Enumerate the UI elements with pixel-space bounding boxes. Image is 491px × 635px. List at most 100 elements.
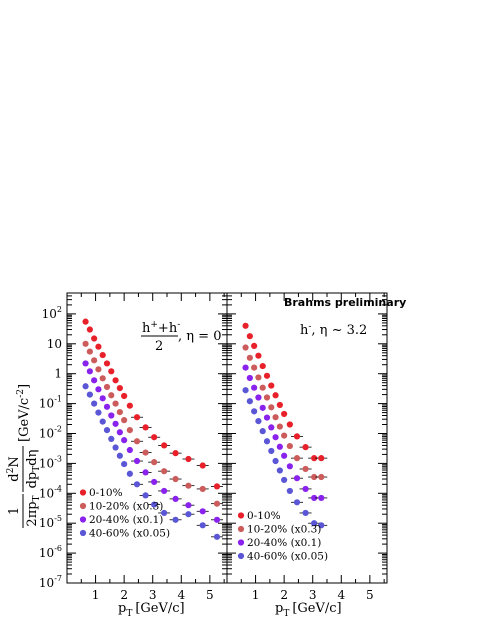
data-point: [268, 424, 275, 431]
data-point: [255, 394, 262, 401]
data-point: [263, 414, 271, 421]
data-point: [242, 364, 249, 371]
data-point: [199, 485, 206, 493]
data-point: [255, 417, 262, 425]
x-tick-label: 4: [177, 588, 185, 602]
legend-marker: [79, 489, 87, 496]
right-legend: 0-10% 10-20% (x0.3)20-40% (x0.1) 40-60% (x…: [237, 510, 328, 563]
data-point: [86, 391, 93, 398]
data-point: [213, 516, 221, 523]
left-x-axis-label: pT [GeV/c]: [118, 601, 185, 619]
y-tick-label: 1: [54, 367, 62, 381]
legend-marker: [237, 525, 245, 533]
legend-marker: [79, 516, 87, 523]
legend-label: 0-10%: [247, 510, 281, 522]
data-point: [246, 354, 253, 361]
data-point: [213, 533, 221, 540]
y-label-units: [GeV/c-2]: [16, 384, 32, 442]
data-point: [255, 374, 262, 381]
data-point: [286, 421, 293, 428]
y-tick-label: 10: [47, 337, 62, 351]
data-point: [91, 357, 98, 364]
data-point: [272, 392, 279, 399]
left-panel-annotation: h++h- 2 , η = 0: [141, 320, 221, 354]
data-point: [276, 423, 283, 430]
data-point: [263, 438, 271, 445]
data-point: [108, 435, 115, 442]
data-point: [281, 476, 288, 484]
data-point: [268, 382, 275, 389]
legend-marker: [237, 552, 245, 560]
data-point: [108, 392, 115, 399]
data-point: [103, 426, 111, 434]
data-point: [172, 475, 179, 483]
data-point: [161, 468, 168, 475]
data-point: [293, 475, 301, 482]
data-point: [133, 414, 141, 421]
left-annotation-denominator: 2: [155, 339, 163, 354]
data-point: [133, 481, 141, 488]
x-tick-label: 4: [337, 588, 345, 602]
data-point: [116, 452, 123, 459]
data-point: [263, 394, 271, 401]
data-point: [213, 483, 221, 490]
data-point: [108, 368, 115, 375]
data-point: [112, 444, 119, 451]
data-point: [318, 455, 325, 462]
data-point: [172, 516, 179, 523]
y-tick-label: 10-3: [39, 454, 62, 470]
legend-label: 0-10%: [89, 487, 123, 499]
data-point: [242, 322, 249, 329]
data-point: [116, 384, 123, 392]
data-point: [112, 400, 119, 407]
data-point: [142, 424, 149, 431]
data-point: [199, 522, 206, 529]
data-point: [112, 377, 119, 384]
data-point: [126, 446, 133, 454]
data-point: [91, 335, 98, 342]
x-tick-label: 2: [280, 588, 288, 602]
data-point: [82, 340, 89, 347]
data-point: [246, 333, 253, 340]
y-tick-label: 10-2: [39, 424, 62, 440]
legend-marker: [237, 512, 245, 519]
data-point: [251, 408, 258, 415]
left-annotation-numerator: h++h-: [142, 320, 180, 336]
data-point: [272, 434, 279, 441]
left-annotation-tail: , η = 0: [178, 329, 221, 344]
right-axes: 1 2 3 4 5: [227, 292, 387, 602]
data-point: [246, 374, 253, 382]
left-axes: 1 2 3 4 5 10-7 10-6 10-5 10-4 10-3 10-2 10-1 1 10 102: [39, 292, 227, 602]
data-point: [103, 403, 111, 410]
data-point: [133, 457, 141, 465]
data-point: [251, 342, 258, 350]
data-point: [172, 450, 179, 457]
data-point: [281, 432, 288, 439]
data-point: [281, 410, 288, 418]
data-point: [268, 447, 275, 455]
data-point: [95, 409, 102, 416]
data-point: [311, 494, 318, 502]
data-point: [82, 318, 89, 325]
data-point: [86, 368, 93, 375]
right-x-axis-label: pT [GeV/c]: [275, 601, 342, 619]
data-point: [281, 452, 288, 459]
legend-label: 10-20% (x0.3): [247, 524, 321, 536]
data-point: [311, 520, 318, 527]
data-point: [86, 326, 93, 333]
data-point: [126, 402, 133, 409]
data-point: [126, 426, 133, 434]
data-point: [293, 499, 301, 506]
data-point: [213, 500, 221, 507]
data-point: [185, 455, 192, 463]
x-tick-label: 3: [309, 588, 317, 602]
data-point: [318, 522, 325, 529]
left-data-marks: [82, 318, 223, 540]
data-point: [251, 384, 258, 391]
data-point: [185, 502, 192, 509]
data-point: [259, 384, 266, 391]
data-point: [185, 482, 192, 489]
data-point: [199, 462, 206, 469]
x-tick-label: 5: [206, 588, 214, 602]
